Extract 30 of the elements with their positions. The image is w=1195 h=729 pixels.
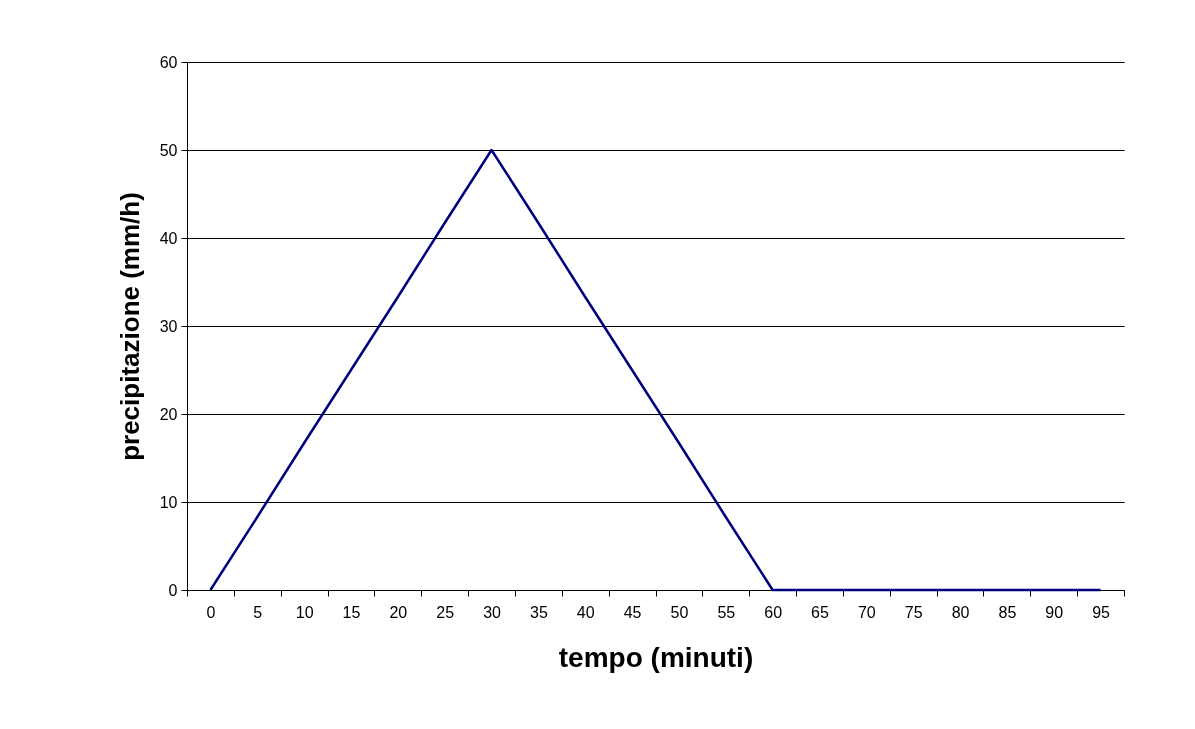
x-tick-label: 50 bbox=[670, 603, 689, 621]
x-tick-label: 45 bbox=[623, 603, 642, 621]
x-axis-title: tempo (minuti) bbox=[558, 641, 754, 673]
x-tick-label: 40 bbox=[576, 603, 595, 621]
x-tick-label: 85 bbox=[998, 603, 1017, 621]
y-tick-label: 0 bbox=[168, 581, 178, 599]
x-tick-label: 0 bbox=[206, 603, 216, 621]
x-tick-label: 60 bbox=[764, 603, 783, 621]
y-tick-label: 50 bbox=[159, 141, 178, 159]
x-tick-label: 30 bbox=[483, 603, 502, 621]
x-tick-label: 55 bbox=[717, 603, 736, 621]
x-tick-label: 95 bbox=[1092, 603, 1111, 621]
x-tick-label: 5 bbox=[253, 603, 263, 621]
x-tick-label: 65 bbox=[811, 603, 829, 621]
y-tick-label: 20 bbox=[159, 405, 178, 423]
line-series bbox=[209, 148, 1102, 592]
y-tick-label: 60 bbox=[159, 53, 178, 71]
x-tick-label: 20 bbox=[389, 603, 408, 621]
x-tick-label: 10 bbox=[295, 603, 314, 621]
y-tick-label: 10 bbox=[159, 493, 178, 511]
x-tick-label: 75 bbox=[904, 603, 923, 621]
x-tick-label: 25 bbox=[436, 603, 455, 621]
x-tick-label: 15 bbox=[342, 603, 361, 621]
x-tick-label: 70 bbox=[857, 603, 876, 621]
y-tick-label: 40 bbox=[159, 229, 178, 247]
y-axis-title: precipitazione (mm/h) bbox=[114, 192, 145, 461]
x-tick-label: 90 bbox=[1045, 603, 1064, 621]
x-tick-label: 80 bbox=[951, 603, 970, 621]
y-tick-label: 30 bbox=[159, 317, 178, 335]
x-tick-label: 35 bbox=[529, 603, 548, 621]
